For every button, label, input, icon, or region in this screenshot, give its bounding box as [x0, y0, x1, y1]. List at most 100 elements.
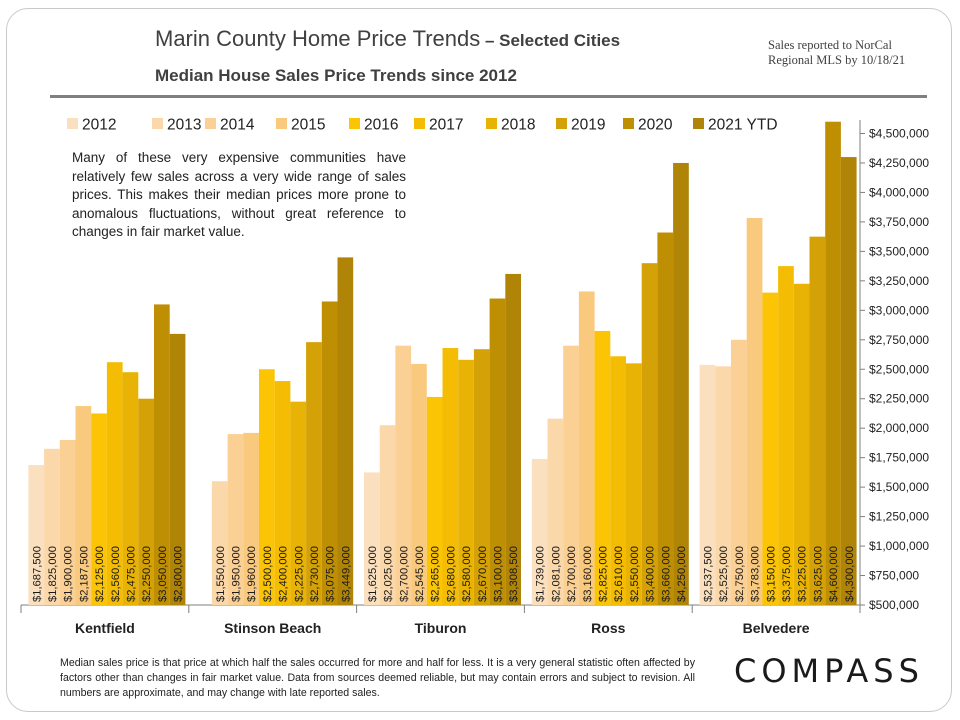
bar	[809, 236, 826, 605]
bar-data-label: $2,545,000	[414, 546, 426, 602]
x-category-label: Tiburon	[415, 620, 467, 636]
y-tick-label: $2,250,000	[869, 392, 929, 406]
bar-data-label: $2,730,000	[309, 546, 321, 602]
bar	[473, 349, 490, 605]
bar-data-label: $2,265,000	[430, 546, 442, 602]
x-category-label: Stinson Beach	[224, 620, 321, 636]
bar	[825, 121, 841, 606]
y-tick-label: $2,000,000	[869, 421, 929, 435]
bar	[531, 458, 548, 605]
bar	[259, 369, 275, 605]
bar-data-label: $1,900,000	[63, 546, 75, 602]
y-tick-label: $2,750,000	[869, 333, 929, 347]
bar-data-label: $2,537,500	[702, 546, 714, 602]
legend-label: 2019	[571, 117, 605, 134]
bar-data-label: $4,250,000	[676, 546, 688, 602]
bar	[715, 366, 731, 605]
legend-label: 2014	[220, 117, 255, 134]
bar	[578, 291, 595, 605]
bar-data-label: $4,600,000	[828, 546, 840, 602]
bar-data-label: $2,125,000	[94, 546, 106, 602]
bar-data-label: $3,225,000	[797, 546, 809, 602]
legend-label: 2020	[638, 117, 673, 134]
bar-data-label: $2,525,000	[718, 546, 730, 602]
bar-data-label: $3,660,000	[660, 546, 672, 602]
legend-swatch	[276, 118, 287, 129]
bar	[169, 333, 186, 605]
bar	[563, 345, 579, 605]
bar-data-label: $3,075,000	[325, 546, 337, 602]
y-tick-label: $1,500,000	[869, 480, 929, 494]
legend-swatch	[152, 118, 163, 129]
x-category-label: Belvedere	[743, 620, 810, 636]
bar-data-label: $2,475,000	[125, 546, 137, 602]
bar	[426, 396, 443, 605]
bar-data-label: $2,187,500	[78, 546, 90, 602]
y-tick-label: $3,250,000	[869, 274, 929, 288]
title-divider	[50, 95, 927, 98]
bar	[411, 363, 427, 605]
legend-swatch	[67, 118, 78, 129]
y-tick-label: $4,000,000	[869, 185, 929, 199]
bar	[793, 283, 810, 605]
bar-data-label: $2,750,000	[734, 546, 746, 602]
bar	[505, 273, 521, 605]
bar-data-label: $2,025,000	[383, 546, 395, 602]
bar-data-label: $2,670,000	[477, 546, 489, 602]
y-tick-label: $500,000	[869, 598, 919, 612]
y-tick-label: $1,250,000	[869, 510, 929, 524]
compass-logo: COMPASS	[734, 652, 924, 690]
bar	[699, 364, 716, 605]
bar	[306, 342, 322, 605]
bar-data-label: $3,050,000	[157, 546, 169, 602]
bar	[594, 330, 611, 605]
bar	[227, 434, 244, 605]
y-tick-label: $2,500,000	[869, 362, 929, 376]
bar-data-label: $3,625,000	[812, 546, 824, 602]
bar-data-label: $3,308,500	[508, 546, 520, 602]
chart-subtitle: Median House Sales Price Trends since 20…	[155, 66, 517, 85]
bar-data-label: $1,950,000	[230, 546, 242, 602]
bar	[746, 218, 763, 606]
legend-swatch	[623, 118, 634, 129]
legend-label: 2015	[291, 117, 325, 134]
bar	[547, 418, 564, 605]
bar	[489, 298, 506, 605]
bar-data-label: $1,687,500	[31, 546, 43, 602]
bar	[778, 266, 794, 605]
bar	[138, 398, 154, 605]
x-category-label: Kentfield	[75, 620, 135, 636]
bar-data-label: $2,081,000	[550, 546, 562, 602]
legend-swatch	[349, 118, 360, 129]
bar	[28, 465, 45, 605]
legend-swatch	[693, 118, 704, 129]
bar	[274, 381, 291, 605]
bar	[395, 345, 412, 605]
legend-swatch	[205, 118, 216, 129]
bar-data-label: $2,700,000	[566, 546, 578, 602]
y-tick-label: $1,750,000	[869, 451, 929, 465]
y-tick-label: $3,500,000	[869, 244, 929, 258]
bar	[243, 432, 259, 605]
legend-label: 2012	[82, 117, 116, 134]
bar-data-label: $2,680,000	[445, 546, 457, 602]
chart-title-suffix: – Selected Cities	[480, 31, 621, 50]
footnote: Median sales price is that price at whic…	[60, 657, 695, 699]
bar	[337, 257, 354, 605]
bar	[321, 301, 338, 605]
bar	[154, 304, 170, 605]
legend-label: 2021 YTD	[708, 117, 778, 134]
bar	[290, 401, 307, 605]
bar-data-label: $1,550,000	[215, 546, 227, 602]
y-tick-label: $4,500,000	[869, 127, 929, 141]
bar-data-label: $2,580,000	[461, 546, 473, 602]
bar-data-label: $2,225,000	[293, 546, 305, 602]
source-note: Sales reported to NorCal Regional MLS by…	[768, 38, 906, 67]
bar	[379, 425, 396, 605]
bar-data-label: $2,700,000	[398, 546, 410, 602]
bar-data-label: $3,400,000	[645, 546, 657, 602]
bar-data-label: $3,783,000	[750, 546, 762, 602]
x-category-label: Ross	[591, 620, 625, 636]
bar-data-label: $2,560,000	[110, 546, 122, 602]
bar	[91, 413, 107, 605]
